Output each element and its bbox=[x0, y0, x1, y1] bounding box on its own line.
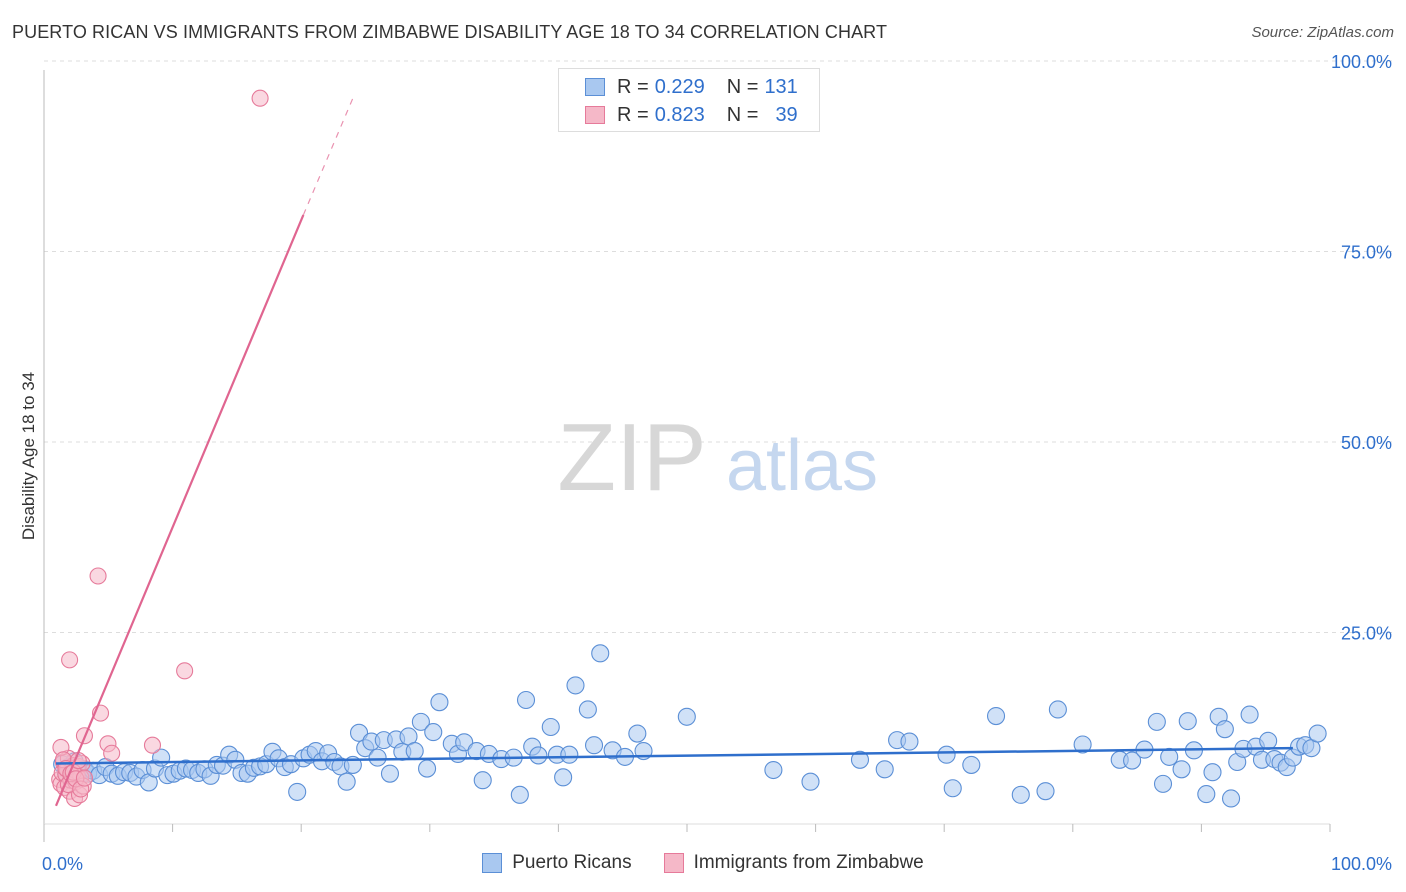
r-value: 0.823 bbox=[654, 103, 705, 126]
data-point-zimbabwe bbox=[143, 736, 162, 754]
trend-line-puerto-ricans bbox=[55, 746, 1293, 765]
data-point-puerto-ricans bbox=[900, 732, 919, 751]
data-point-puerto-ricans bbox=[1197, 785, 1216, 804]
data-point-puerto-ricans bbox=[1215, 720, 1234, 739]
data-point-zimbabwe bbox=[251, 89, 269, 107]
data-point-puerto-ricans bbox=[937, 745, 956, 764]
x-tick-label: 0.0% bbox=[42, 854, 83, 874]
data-point-zimbabwe bbox=[103, 744, 121, 762]
series-legend: Puerto Ricans Immigrants from Zimbabwe bbox=[0, 852, 1406, 874]
n-label: N = bbox=[726, 103, 759, 126]
y-tick-label: 50.0% bbox=[1341, 433, 1392, 453]
data-point-puerto-ricans bbox=[986, 706, 1006, 726]
data-point-puerto-ricans bbox=[1048, 700, 1067, 719]
data-point-puerto-ricans bbox=[584, 736, 604, 755]
data-point-puerto-ricans bbox=[1259, 731, 1278, 750]
data-point-puerto-ricans bbox=[1172, 760, 1191, 779]
data-point-puerto-ricans bbox=[418, 759, 437, 778]
axes bbox=[43, 70, 1331, 842]
legend-item-puerto-ricans: Puerto Ricans bbox=[482, 852, 632, 874]
data-point-puerto-ricans bbox=[288, 782, 307, 801]
r-value: 0.229 bbox=[654, 75, 705, 98]
chart-title: PUERTO RICAN VS IMMIGRANTS FROM ZIMBABWE… bbox=[12, 22, 888, 42]
watermark-atlas: atlas bbox=[726, 426, 878, 506]
data-point-puerto-ricans bbox=[1011, 785, 1030, 804]
data-point-puerto-ricans bbox=[1240, 705, 1259, 724]
data-point-puerto-ricans bbox=[801, 772, 820, 791]
n-value: 131 bbox=[764, 75, 798, 98]
r-label: R = bbox=[617, 103, 649, 126]
legend-swatch-pink bbox=[663, 853, 684, 873]
y-axis-label: Disability Age 18 to 34 bbox=[19, 372, 38, 540]
data-point-puerto-ricans bbox=[473, 771, 492, 790]
data-point-puerto-ricans bbox=[368, 748, 387, 767]
data-point-puerto-ricans bbox=[380, 764, 400, 783]
data-point-puerto-ricans bbox=[850, 750, 870, 769]
data-point-puerto-ricans bbox=[455, 733, 474, 752]
data-point-zimbabwe bbox=[89, 567, 107, 585]
data-point-zimbabwe bbox=[176, 662, 194, 680]
data-point-puerto-ricans bbox=[764, 760, 783, 780]
watermark: ZIP atlas bbox=[557, 404, 878, 511]
source-credit: Source: ZipAtlas.com bbox=[1251, 24, 1394, 41]
legend-row-zimbabwe: R = 0.823 N = 39 bbox=[559, 101, 798, 129]
data-point-zimbabwe bbox=[75, 769, 93, 787]
data-point-puerto-ricans bbox=[1221, 789, 1241, 808]
data-point-puerto-ricans bbox=[337, 772, 356, 791]
data-point-puerto-ricans bbox=[677, 707, 696, 726]
data-point-puerto-ricans bbox=[349, 723, 369, 742]
data-point-puerto-ricans bbox=[424, 723, 443, 742]
data-point-zimbabwe bbox=[61, 651, 79, 669]
trend-extension-zimbabwe bbox=[302, 98, 354, 216]
data-point-puerto-ricans bbox=[628, 724, 647, 743]
correlation-legend: R = 0.229 N = 131 R = 0.823 N = 39 bbox=[558, 68, 820, 132]
data-point-puerto-ricans bbox=[1178, 712, 1197, 731]
r-label: R = bbox=[617, 75, 649, 98]
legend-item-zimbabwe: Immigrants from Zimbabwe bbox=[663, 852, 924, 874]
trend-line-zimbabwe bbox=[54, 214, 305, 807]
gridlines bbox=[44, 60, 1392, 633]
data-point-puerto-ricans bbox=[1308, 724, 1327, 743]
data-point-puerto-ricans bbox=[1073, 735, 1092, 754]
data-point-puerto-ricans bbox=[962, 755, 981, 774]
data-point-puerto-ricans bbox=[1153, 774, 1173, 793]
legend-label: Puerto Ricans bbox=[512, 852, 632, 873]
data-point-puerto-ricans bbox=[529, 746, 548, 765]
data-point-puerto-ricans bbox=[566, 676, 585, 695]
axis-labels: 25.0% 50.0% 75.0% 100.0% 0.0% 100.0% bbox=[42, 52, 1392, 874]
y-tick-label: 75.0% bbox=[1341, 243, 1392, 263]
data-point-puerto-ricans bbox=[1123, 751, 1142, 770]
data-point-puerto-ricans bbox=[875, 760, 894, 779]
data-point-puerto-ricans bbox=[1160, 747, 1179, 766]
x-tick-label: 100.0% bbox=[1331, 854, 1392, 874]
legend-label: Immigrants from Zimbabwe bbox=[693, 852, 924, 873]
y-tick-label: 25.0% bbox=[1341, 624, 1392, 644]
data-point-puerto-ricans bbox=[591, 644, 610, 663]
series-immigrants-zimbabwe bbox=[51, 89, 269, 808]
data-point-puerto-ricans bbox=[516, 690, 536, 710]
data-point-puerto-ricans bbox=[541, 717, 560, 737]
legend-swatch-blue bbox=[585, 78, 605, 96]
y-tick-label: 100.0% bbox=[1331, 52, 1392, 72]
data-point-puerto-ricans bbox=[405, 742, 424, 761]
legend-row-puerto-ricans: R = 0.229 N = 131 bbox=[559, 73, 798, 101]
data-point-puerto-ricans bbox=[1203, 763, 1222, 782]
legend-swatch-blue bbox=[482, 853, 503, 873]
trend-lines bbox=[54, 98, 1293, 807]
legend-swatch-pink bbox=[585, 106, 605, 124]
data-point-puerto-ricans bbox=[560, 745, 579, 764]
data-point-puerto-ricans bbox=[510, 785, 529, 804]
series-puerto-ricans bbox=[53, 644, 1327, 808]
data-point-puerto-ricans bbox=[1147, 712, 1166, 731]
data-point-puerto-ricans bbox=[411, 712, 430, 731]
n-label: N = bbox=[726, 75, 759, 98]
watermark-zip: ZIP bbox=[557, 404, 706, 511]
n-value: 39 bbox=[775, 103, 798, 126]
data-point-puerto-ricans bbox=[943, 779, 962, 798]
data-point-puerto-ricans bbox=[430, 693, 449, 712]
data-point-puerto-ricans bbox=[554, 768, 573, 787]
data-point-puerto-ricans bbox=[578, 700, 597, 719]
data-point-puerto-ricans bbox=[1036, 782, 1055, 801]
